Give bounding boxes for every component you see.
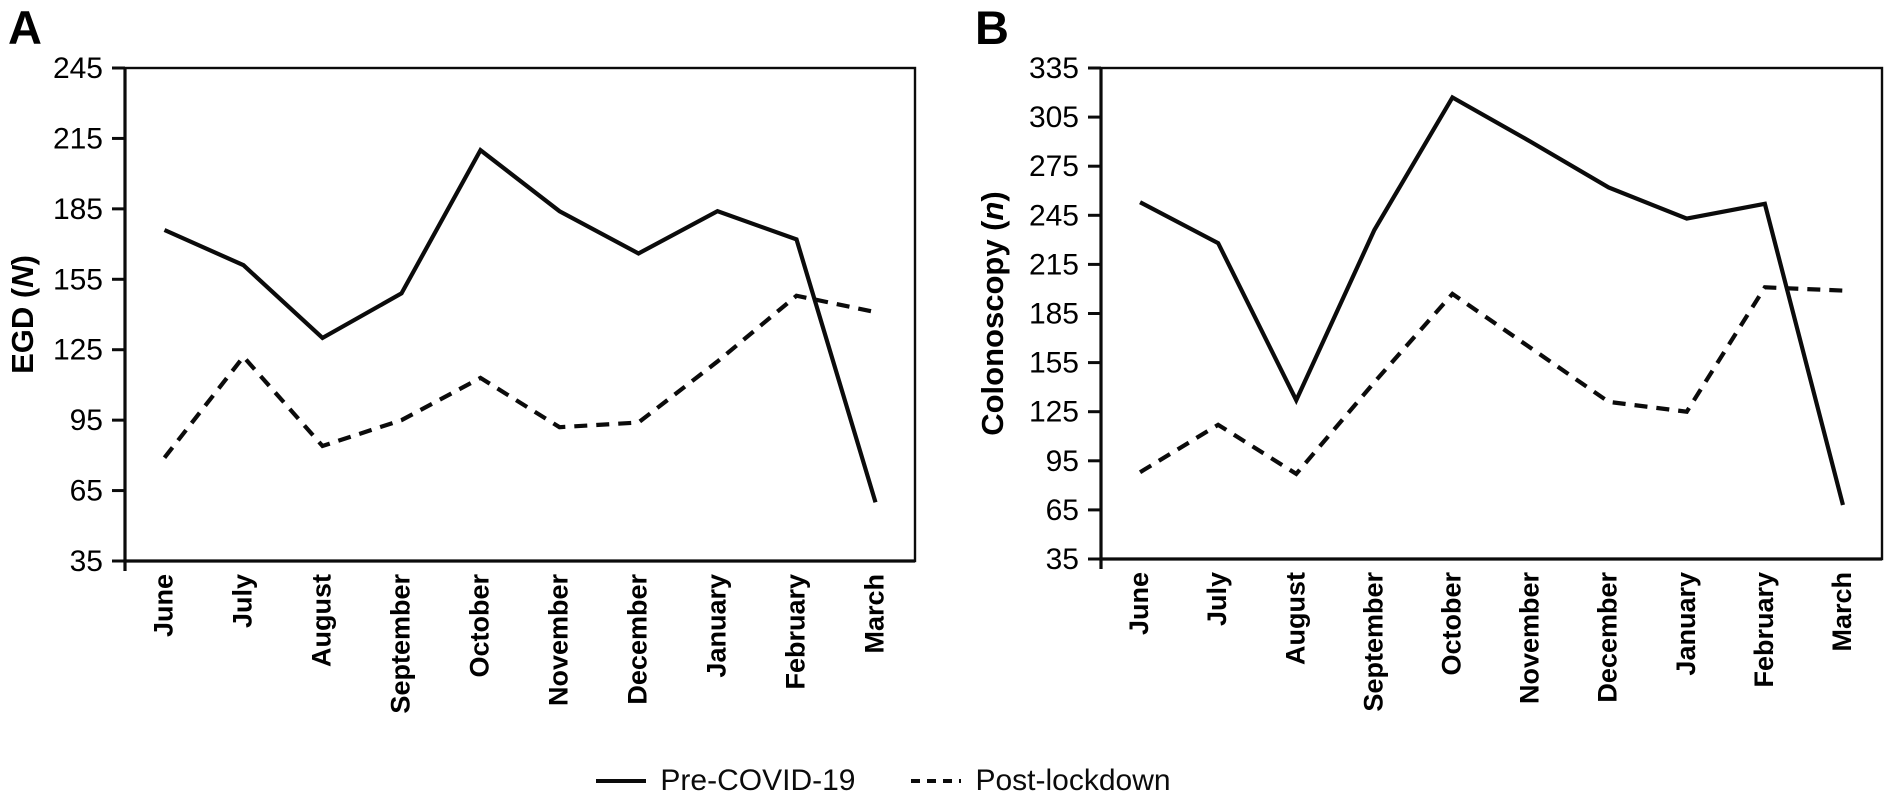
- y-axis-title: Colonoscopy (n): [975, 191, 1010, 436]
- month-label: September: [1358, 572, 1388, 712]
- month-label: October: [1436, 572, 1466, 676]
- month-label: March: [1827, 572, 1857, 652]
- y-tick-label: 215: [1029, 248, 1079, 281]
- panel-a-egd: A 35 65 95 125 155 185 215 245 June July August Sep…: [0, 0, 945, 745]
- month-label: December: [623, 574, 653, 705]
- y-tick-label: 275: [1029, 150, 1079, 183]
- panel-letter-b: B: [975, 1, 1009, 54]
- legend-label-pre-covid: Pre-COVID-19: [660, 764, 856, 797]
- month-label: February: [781, 574, 811, 690]
- y-axis-title: EGD (N): [5, 255, 40, 374]
- month-label: July: [1202, 572, 1232, 626]
- legend-item-post-lockdown: Post-lockdown: [909, 764, 1171, 798]
- y-tick-label: 245: [53, 52, 103, 85]
- egd-chart: 35 65 95 125 155 185 215 245 June July August Septe…: [5, 52, 917, 714]
- y-tick-label: 65: [70, 475, 103, 508]
- pre-covid-line: [1139, 94, 1845, 506]
- month-label: January: [702, 574, 732, 678]
- y-tick-label: 95: [1046, 445, 1079, 478]
- pre-covid-line: [163, 147, 878, 503]
- month-label: December: [1593, 572, 1623, 703]
- month-label: February: [1749, 572, 1779, 688]
- y-tick-label: 95: [70, 404, 103, 437]
- post-lockdown-line: [1138, 285, 1844, 477]
- legend-item-pre-covid: Pre-COVID-19: [594, 764, 855, 798]
- y-tick-label: 305: [1029, 101, 1079, 134]
- month-label: September: [386, 574, 416, 714]
- month-label: January: [1671, 572, 1701, 676]
- month-label: July: [228, 574, 258, 628]
- month-label: November: [1515, 572, 1545, 705]
- panel-letter-a: A: [8, 1, 42, 54]
- plot-frame: [123, 66, 917, 563]
- month-label: October: [465, 574, 495, 678]
- panel-b-colonoscopy: B 35 65 95 125 155 185 215 245 275 305 335 June July…: [945, 0, 1889, 745]
- month-label: June: [1124, 572, 1154, 635]
- y-tick-label: 155: [53, 263, 103, 296]
- legend: Pre-COVID-19 Post-lockdown: [0, 764, 1827, 798]
- y-tick-label: 185: [53, 193, 103, 226]
- y-tick-label: 155: [1029, 347, 1079, 380]
- y-tick-label: 35: [70, 545, 103, 578]
- month-label: August: [307, 574, 337, 667]
- solid-line-swatch: [596, 779, 647, 783]
- y-tick-label: 35: [1046, 543, 1079, 576]
- dashed-line-swatch: [911, 779, 962, 783]
- y-tick-label: 215: [53, 122, 103, 155]
- legend-label-post-lockdown: Post-lockdown: [975, 764, 1171, 797]
- y-tick-label: 125: [53, 334, 103, 367]
- y-tick-label: 185: [1029, 298, 1079, 331]
- month-label: March: [860, 574, 890, 654]
- y-tick-label: 335: [1029, 52, 1079, 85]
- plot-frame: [1099, 66, 1884, 561]
- y-tick-label: 125: [1029, 396, 1079, 429]
- month-label: June: [149, 574, 179, 637]
- month-label: November: [544, 574, 574, 707]
- colonoscopy-chart: 35 65 95 125 155 185 215 245 275 305 335 June July Au…: [975, 52, 1884, 712]
- y-tick-label: 65: [1046, 494, 1079, 527]
- y-tick-label: 245: [1029, 199, 1079, 232]
- post-lockdown-line: [162, 293, 876, 459]
- month-label: August: [1280, 572, 1310, 665]
